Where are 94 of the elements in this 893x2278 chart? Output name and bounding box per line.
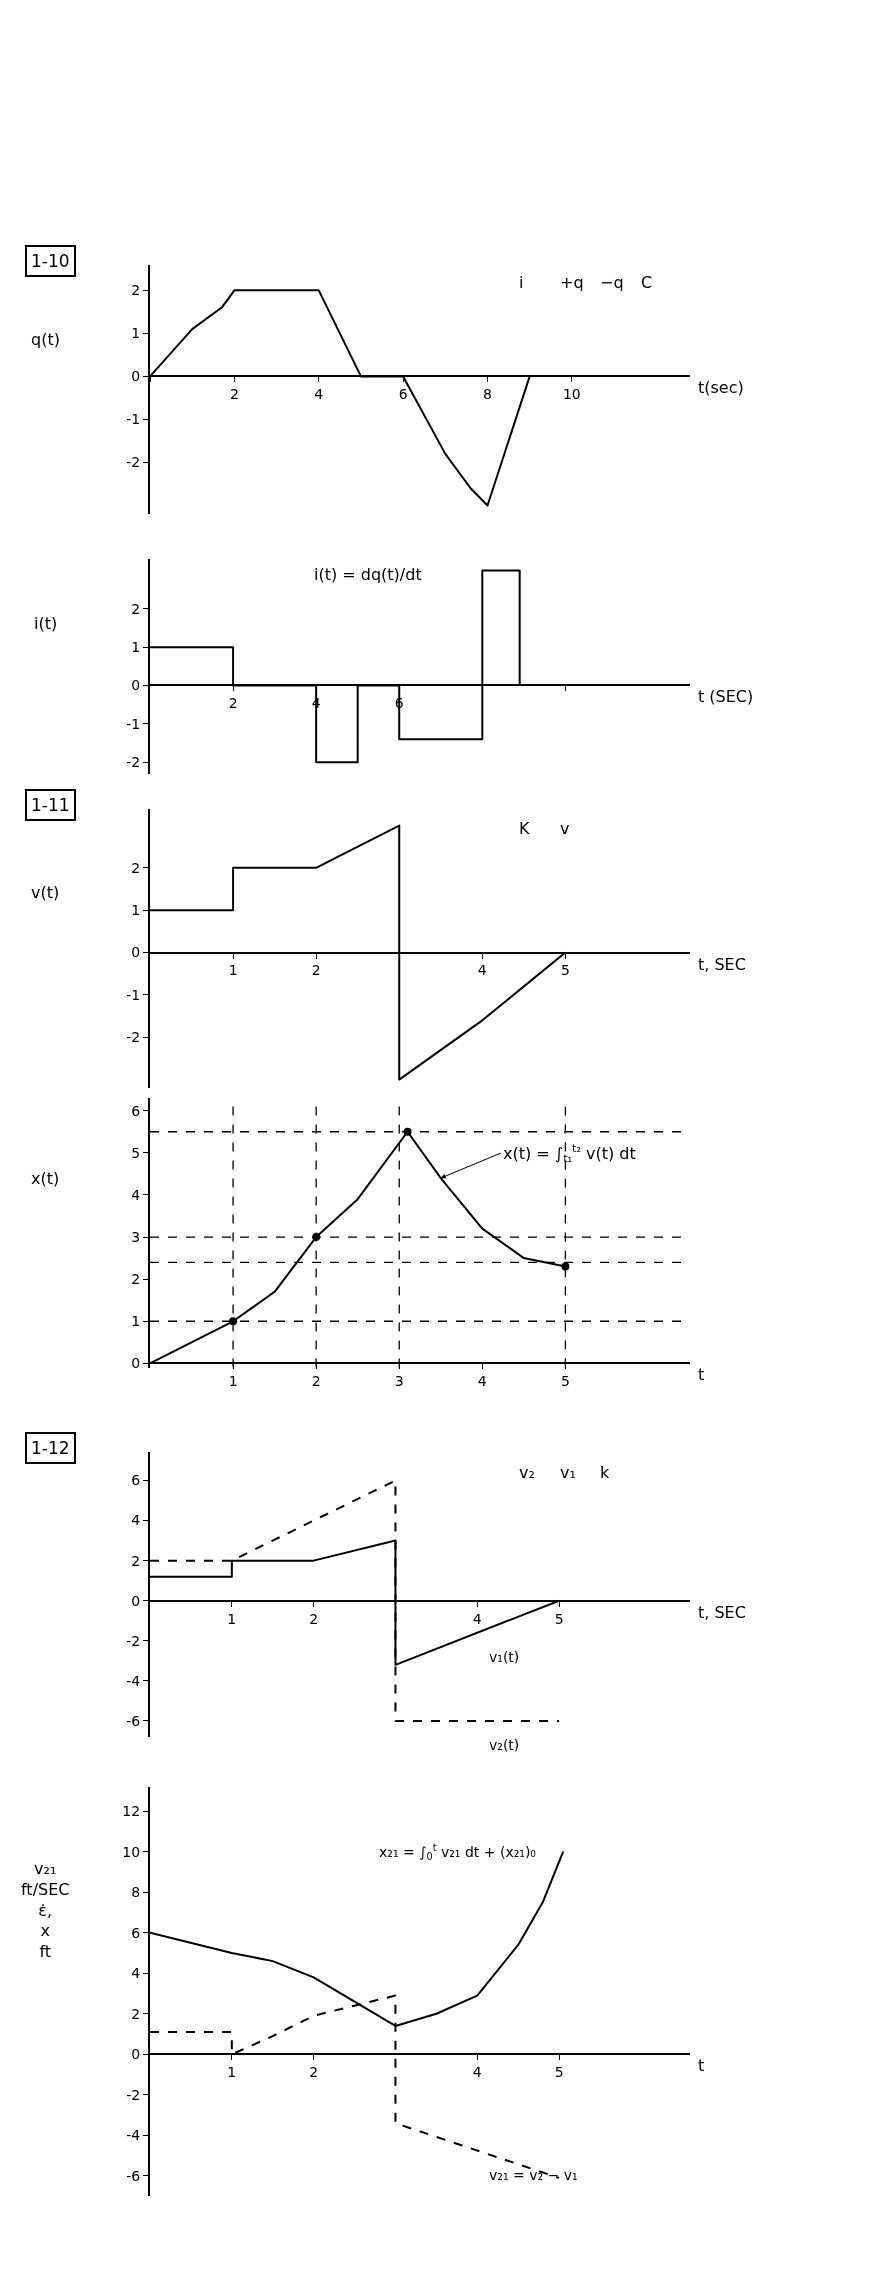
y-tick-label: -4 bbox=[126, 1672, 141, 1689]
x-tick-label: 5 bbox=[554, 2064, 564, 2081]
chart-title: 1-12 bbox=[31, 1438, 70, 1458]
point bbox=[229, 1317, 238, 1326]
x-tick-label: 4 bbox=[472, 2064, 482, 2081]
y-axis-title: i(t) bbox=[34, 614, 58, 633]
series-label: v₂(t) bbox=[489, 1737, 520, 1753]
y-tick-label: 0 bbox=[131, 944, 141, 961]
y-tick-label: 8 bbox=[131, 1884, 141, 1901]
annotation: k bbox=[600, 1463, 610, 1482]
series-label: v₁(t) bbox=[489, 1649, 520, 1665]
x-tick-label: 10 bbox=[562, 386, 581, 403]
y-tick-label: 4 bbox=[131, 1186, 141, 1203]
y-tick-label: 4 bbox=[131, 1512, 141, 1529]
y-tick-label: 1 bbox=[131, 325, 141, 342]
y-axis-title: x(t) bbox=[31, 1169, 60, 1188]
y-tick-label: -1 bbox=[126, 715, 141, 732]
annotation: i(t) = dq(t)/dt bbox=[314, 565, 422, 584]
y-tick-label: -1 bbox=[126, 986, 141, 1003]
y-tick-label: 2 bbox=[131, 600, 141, 617]
x-tick-label: 3 bbox=[394, 1373, 404, 1390]
x-tick-label: 8 bbox=[483, 386, 492, 403]
x-tick-label: 2 bbox=[228, 695, 238, 712]
y-tick-label: -2 bbox=[126, 1632, 141, 1649]
y-axis-title: v(t) bbox=[31, 883, 60, 902]
chart-title: 1-11 bbox=[31, 795, 70, 815]
annotation: v₁ bbox=[560, 1463, 576, 1482]
x-tick-label: 1 bbox=[227, 2064, 237, 2081]
x-tick-label: 2 bbox=[309, 2064, 319, 2081]
x-tick-label: 2 bbox=[309, 1610, 319, 1627]
y-tick-label: 12 bbox=[122, 1803, 141, 1820]
x-axis-title: t (SEC) bbox=[698, 687, 754, 706]
x-tick-label: 1 bbox=[228, 1373, 238, 1390]
annotation: +q bbox=[560, 273, 584, 292]
y-tick-label: 1 bbox=[131, 902, 141, 919]
y-axis-title: v₂₁ ft/SEC ε̇, x ft bbox=[21, 1859, 70, 1962]
y-axis-title: q(t) bbox=[31, 330, 60, 349]
point bbox=[403, 1127, 412, 1136]
annotation: v bbox=[560, 819, 570, 838]
x-tick-label: 1 bbox=[227, 1610, 237, 1627]
point bbox=[561, 1262, 570, 1271]
y-tick-label: -6 bbox=[126, 1712, 141, 1729]
y-tick-label: -1 bbox=[126, 411, 141, 428]
y-tick-label: 0 bbox=[131, 2046, 141, 2063]
y-tick-label: -2 bbox=[126, 754, 141, 771]
x-axis-title: t bbox=[698, 2056, 705, 2075]
y-tick-label: 0 bbox=[131, 368, 141, 385]
y-tick-label: -2 bbox=[126, 1029, 141, 1046]
x-tick-label: 5 bbox=[560, 962, 570, 979]
annotation: −q bbox=[600, 273, 624, 292]
x-axis-title: t bbox=[698, 1365, 705, 1384]
y-tick-label: 10 bbox=[122, 1843, 141, 1860]
x-tick-label: 2 bbox=[229, 386, 239, 403]
y-tick-label: -4 bbox=[126, 2127, 141, 2144]
y-tick-label: 2 bbox=[131, 859, 141, 876]
x-tick-label: 1 bbox=[228, 962, 238, 979]
x-tick-label: 4 bbox=[477, 1373, 487, 1390]
y-tick-label: 2 bbox=[131, 1271, 141, 1288]
y-tick-label: 0 bbox=[131, 1355, 141, 1372]
y-tick-label: 2 bbox=[131, 282, 141, 299]
annotation: v₂ bbox=[519, 1463, 535, 1482]
x-tick-label: 4 bbox=[314, 386, 324, 403]
y-tick-label: 6 bbox=[131, 1924, 141, 1941]
point bbox=[312, 1233, 321, 1242]
y-tick-label: 6 bbox=[131, 1472, 141, 1489]
chart-title: 1-10 bbox=[31, 251, 70, 271]
x-tick-label: 6 bbox=[398, 386, 408, 403]
annotation: i bbox=[519, 273, 524, 292]
x-tick-label: 4 bbox=[472, 1610, 482, 1627]
annotation: C bbox=[641, 273, 653, 292]
x-axis-title: t(sec) bbox=[698, 378, 744, 397]
y-tick-label: -2 bbox=[126, 454, 141, 471]
y-tick-label: 1 bbox=[131, 639, 141, 656]
x-tick-label: 4 bbox=[477, 962, 487, 979]
series-label: x₂₁ = ∫$_{0}$$^{t}$ v₂₁ dt + (x₂₁)₀ bbox=[379, 1842, 537, 1862]
x-tick-label: 5 bbox=[560, 1373, 570, 1390]
y-tick-label: 0 bbox=[131, 677, 141, 694]
y-tick-label: 0 bbox=[131, 1592, 141, 1609]
annotation: K bbox=[519, 819, 530, 838]
y-tick-label: -2 bbox=[126, 2086, 141, 2103]
y-tick-label: 5 bbox=[131, 1144, 141, 1161]
y-tick-label: 2 bbox=[131, 1552, 141, 1569]
x-axis-title: t, SEC bbox=[698, 1603, 746, 1622]
x-tick-label: 2 bbox=[311, 1373, 321, 1390]
y-tick-label: 3 bbox=[131, 1228, 141, 1245]
series-label: v₂₁ = v₂ − v₁ bbox=[489, 2167, 578, 2183]
y-tick-label: 1 bbox=[131, 1313, 141, 1330]
y-tick-label: 4 bbox=[131, 1965, 141, 1982]
y-tick-label: 2 bbox=[131, 2005, 141, 2022]
x-axis-title: t, SEC bbox=[698, 955, 746, 974]
x-tick-label: 5 bbox=[554, 1610, 564, 1627]
y-tick-label: 6 bbox=[131, 1102, 141, 1119]
x-tick-label: 2 bbox=[311, 962, 321, 979]
y-tick-label: -6 bbox=[126, 2167, 141, 2184]
